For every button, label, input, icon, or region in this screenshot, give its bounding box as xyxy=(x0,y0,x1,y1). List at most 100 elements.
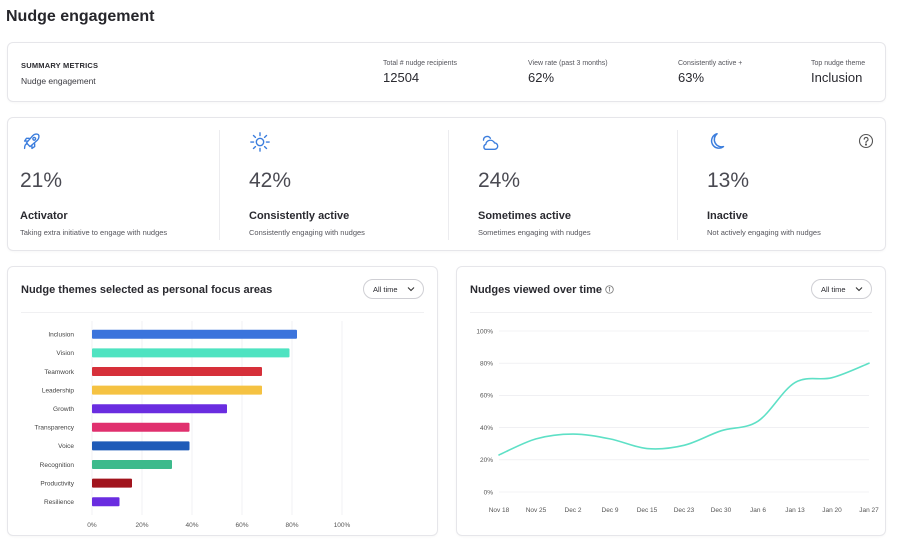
data-point-0[interactable] xyxy=(496,452,502,458)
views-series-line[interactable] xyxy=(498,362,870,456)
x-tick-label: Jan 27 xyxy=(859,507,879,514)
x-tick-label: Jan 20 xyxy=(822,507,842,514)
summary-sublabel: Nudge engagement xyxy=(21,76,96,86)
category-label: Teamwork xyxy=(44,369,74,376)
metric-value: 62% xyxy=(528,70,555,85)
themes-time-filter[interactable]: All time xyxy=(363,279,424,299)
category-label: Inclusion xyxy=(48,332,74,339)
segment-divider xyxy=(448,130,449,240)
data-point-2[interactable] xyxy=(570,431,576,437)
bar-recognition[interactable] xyxy=(92,460,172,469)
bar-inclusion[interactable] xyxy=(92,329,297,339)
segment-divider xyxy=(677,130,678,240)
y-tick-label: 40% xyxy=(480,425,493,432)
summary-metrics-card: SUMMARY METRICS Nudge engagement Total #… xyxy=(7,42,886,102)
segment-description: Sometimes engaging with nudges xyxy=(478,228,591,237)
x-tick-label: Dec 9 xyxy=(602,507,619,514)
metric-label: View rate (past 3 months) xyxy=(528,60,608,67)
summary-label: SUMMARY METRICS xyxy=(21,61,99,70)
x-tick-label: 20% xyxy=(135,522,148,529)
x-tick-label: Dec 2 xyxy=(565,507,582,514)
trend-chart-title-wrap: Nudges viewed over time xyxy=(470,284,614,296)
data-point-10[interactable] xyxy=(866,360,872,366)
card-divider xyxy=(21,312,424,313)
x-tick-label: Jan 6 xyxy=(750,507,766,514)
data-point-1[interactable] xyxy=(533,436,539,442)
sun-icon xyxy=(250,132,270,152)
data-point-8[interactable] xyxy=(792,380,798,386)
help-icon[interactable] xyxy=(858,133,874,149)
segment-name: Sometimes active xyxy=(478,210,571,222)
data-point-9[interactable] xyxy=(829,375,835,381)
data-point-7[interactable] xyxy=(755,418,761,424)
chevron-down-icon xyxy=(855,287,863,292)
y-tick-label: 60% xyxy=(480,393,493,400)
category-label: Resilience xyxy=(44,499,74,506)
filter-label: All time xyxy=(821,284,846,294)
x-tick-label: 40% xyxy=(185,522,198,529)
x-tick-label: Dec 23 xyxy=(674,507,695,514)
trend-time-filter[interactable]: All time xyxy=(811,279,872,299)
y-tick-label: 80% xyxy=(480,361,493,368)
page-title: Nudge engagement xyxy=(6,8,155,25)
themes-chart-card: Nudge themes selected as personal focus … xyxy=(7,266,438,536)
metric-label: Total # nudge recipients xyxy=(383,60,457,67)
info-icon[interactable] xyxy=(605,285,614,294)
metric-value: 12504 xyxy=(383,70,420,85)
rocket-icon xyxy=(23,133,40,150)
engagement-segments-card: 21% Activator Taking extra initiative to… xyxy=(7,117,886,251)
card-divider xyxy=(470,312,872,313)
data-point-4[interactable] xyxy=(644,446,650,452)
chevron-down-icon xyxy=(407,287,415,292)
x-tick-label: Jan 13 xyxy=(785,507,805,514)
category-label: Leadership xyxy=(42,387,75,394)
bar-productivity[interactable] xyxy=(92,478,132,488)
data-point-6[interactable] xyxy=(718,428,724,434)
category-label: Voice xyxy=(58,443,74,450)
category-label: Growth xyxy=(53,406,74,413)
segment-name: Inactive xyxy=(707,210,748,222)
bar-vision[interactable] xyxy=(92,348,290,358)
segment-divider xyxy=(219,130,220,240)
category-label: Recognition xyxy=(40,462,75,469)
metric-label: Top nudge theme xyxy=(811,60,866,67)
y-tick-label: 100% xyxy=(476,328,493,335)
bar-resilience[interactable] xyxy=(92,497,120,507)
x-tick-label: Nov 18 xyxy=(489,507,510,514)
data-point-5[interactable] xyxy=(681,442,687,448)
segment-percent: 13% xyxy=(707,169,750,192)
metric-consistently-active: Consistently active + 63% xyxy=(678,60,742,85)
category-label: Transparency xyxy=(35,425,75,432)
metric-view-rate: View rate (past 3 months) 62% xyxy=(528,60,608,85)
segment-percent: 21% xyxy=(20,169,63,192)
bar-teamwork[interactable] xyxy=(92,367,262,376)
y-tick-label: 20% xyxy=(480,457,493,464)
x-tick-label: 80% xyxy=(285,522,298,529)
views-line-chart: 0% 20% 40% 60% 80% 100% Nov 18 Nov 25 Dec 2 Dec 9… xyxy=(476,328,879,514)
data-point-3[interactable] xyxy=(607,436,613,442)
cloud-sun-icon xyxy=(482,135,499,151)
themes-bar-chart: 0% 20% 40% 60% 80% 100% Inclusion Vision Teamwor… xyxy=(35,321,351,529)
x-tick-label: 0% xyxy=(87,522,97,529)
segment-description: Not actively engaging with nudges xyxy=(707,228,821,237)
bar-transparency[interactable] xyxy=(92,422,190,432)
x-tick-label: Nov 25 xyxy=(526,507,547,514)
category-label: Productivity xyxy=(40,480,74,487)
y-tick-label: 0% xyxy=(484,489,494,496)
segment-name: Consistently active xyxy=(249,210,350,222)
segment-consistently-active: 42% Consistently active Consistently eng… xyxy=(237,118,466,252)
segment-inactive: 13% Inactive Not actively engaging with … xyxy=(695,118,886,252)
x-tick-label: Dec 30 xyxy=(711,507,732,514)
themes-chart-title: Nudge themes selected as personal focus … xyxy=(21,284,273,296)
trend-chart-title: Nudges viewed over time xyxy=(470,284,603,296)
trend-chart-card: Nudges viewed over time All time 0% 20% 40… xyxy=(456,266,886,536)
segment-description: Consistently engaging with nudges xyxy=(249,228,365,237)
bar-leadership[interactable] xyxy=(92,385,262,395)
bar-growth[interactable] xyxy=(92,404,227,414)
x-tick-label: 60% xyxy=(235,522,248,529)
metric-value: 63% xyxy=(678,70,705,85)
bar-voice[interactable] xyxy=(92,441,190,451)
segment-percent: 24% xyxy=(478,169,521,192)
metric-total-recipients: Total # nudge recipients 12504 xyxy=(383,60,457,85)
metric-value: Inclusion xyxy=(811,70,863,85)
